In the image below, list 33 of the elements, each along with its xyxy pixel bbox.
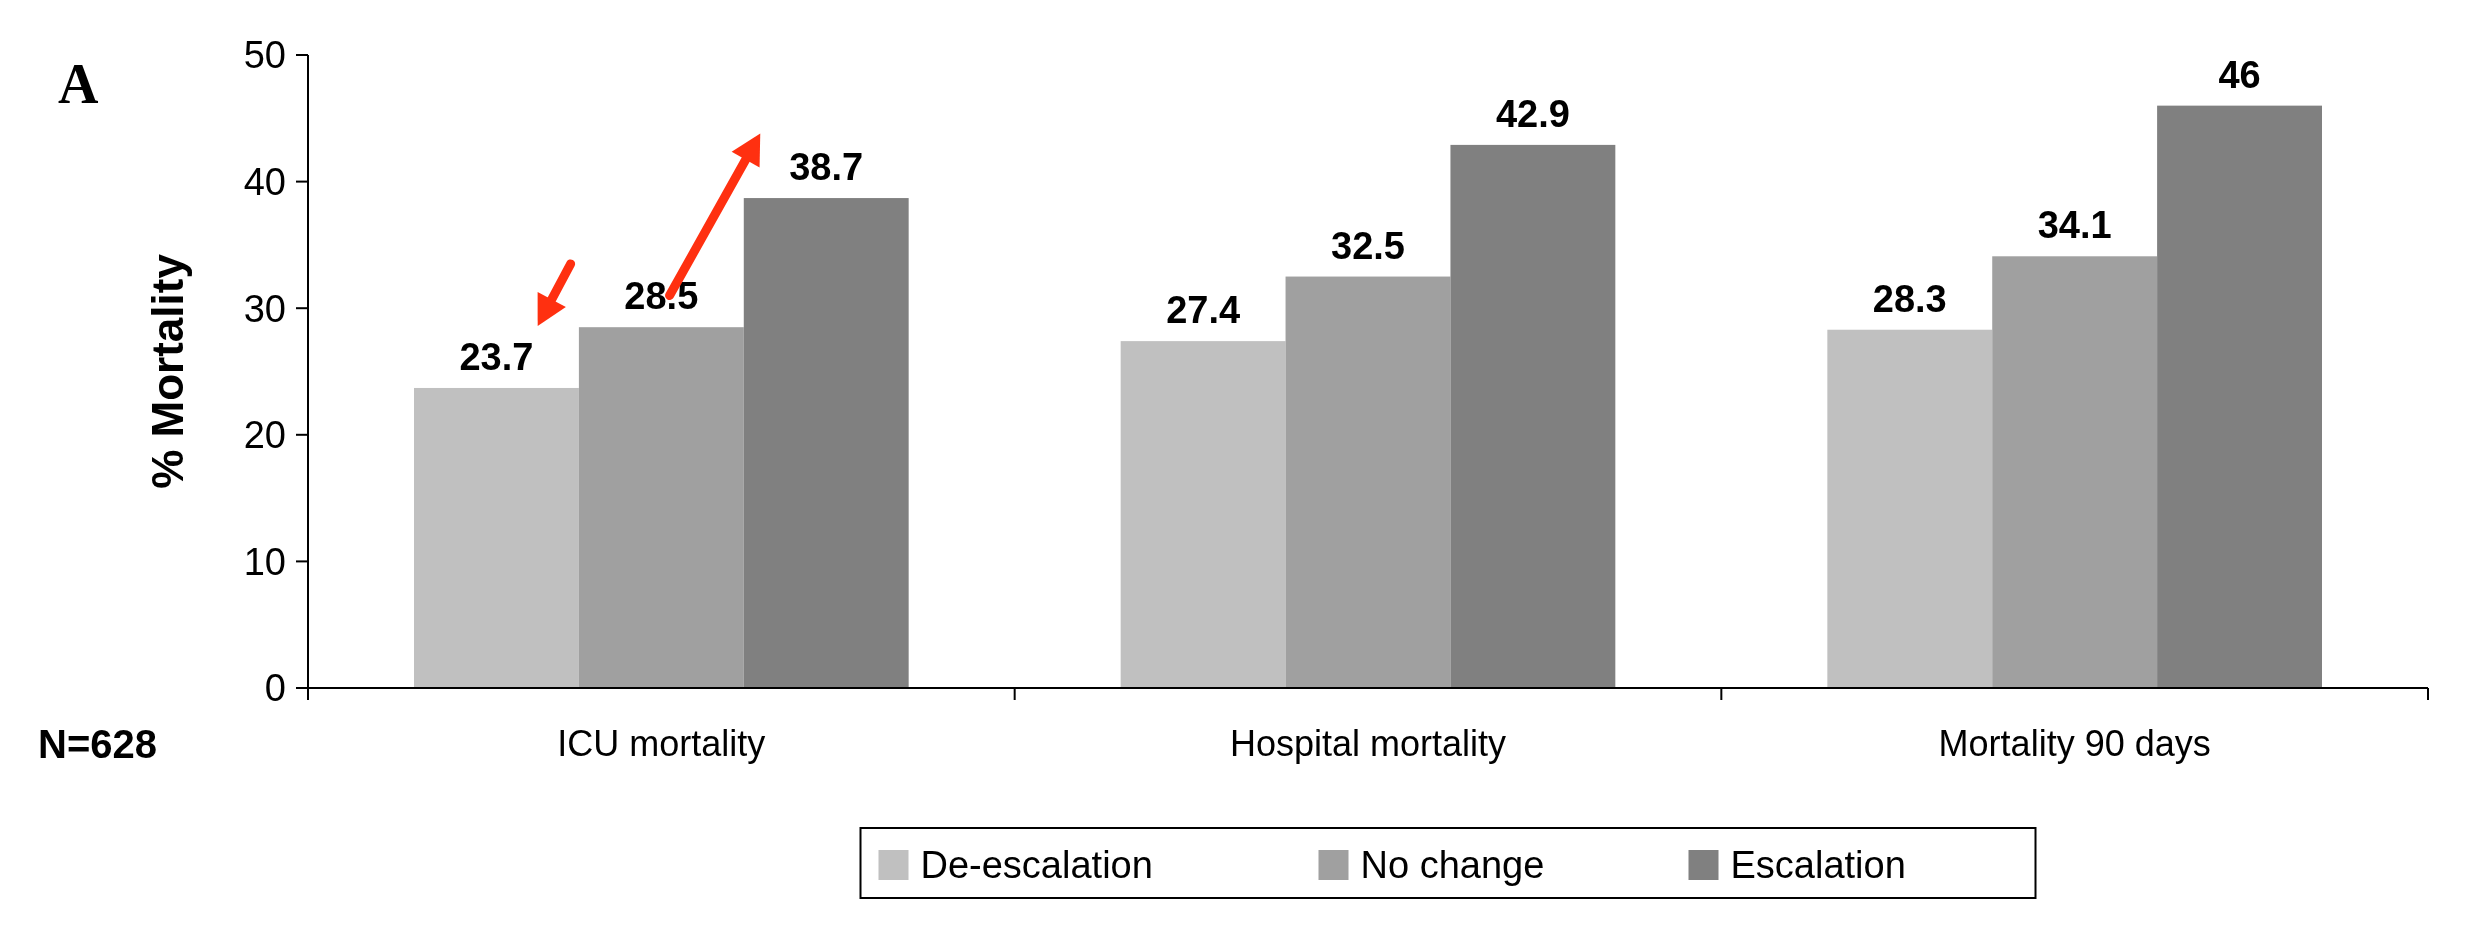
legend-label: Escalation <box>1730 844 1906 887</box>
data-label: 38.7 <box>789 146 864 189</box>
x-tick-label: Mortality 90 days <box>1938 723 2211 764</box>
bar <box>414 387 579 688</box>
data-label: 42.9 <box>1495 92 1570 135</box>
legend-label: No change <box>1360 844 1545 887</box>
data-label: 28.3 <box>1872 277 1947 320</box>
bar <box>1450 144 1616 688</box>
data-label: 46 <box>2218 53 2261 96</box>
data-label: 28.5 <box>624 275 699 318</box>
bar <box>578 327 744 688</box>
legend-label: De-escalation <box>920 844 1153 887</box>
bar <box>1120 341 1286 688</box>
y-axis-title: % Mortality <box>143 253 192 489</box>
y-tick-label: 50 <box>243 34 286 77</box>
y-tick-label: 0 <box>264 667 286 710</box>
bar <box>1992 256 2158 688</box>
data-label: 27.4 <box>1166 289 1241 332</box>
x-tick-label: Hospital mortality <box>1229 723 1507 764</box>
bar <box>2157 105 2322 688</box>
data-label: 34.1 <box>2037 204 2112 247</box>
bar <box>743 198 909 688</box>
y-tick-label: 20 <box>243 414 286 457</box>
bar <box>1285 276 1451 688</box>
x-tick-label: ICU mortality <box>557 723 766 764</box>
y-tick-label: 30 <box>243 287 286 330</box>
chart-title: A <box>58 53 99 115</box>
text: N=628 <box>38 722 157 766</box>
bar <box>1827 329 1993 688</box>
y-tick-label: 40 <box>243 160 286 203</box>
y-tick-label: 10 <box>243 540 286 583</box>
data-label: 32.5 <box>1331 224 1405 267</box>
data-label: 23.7 <box>459 335 534 378</box>
